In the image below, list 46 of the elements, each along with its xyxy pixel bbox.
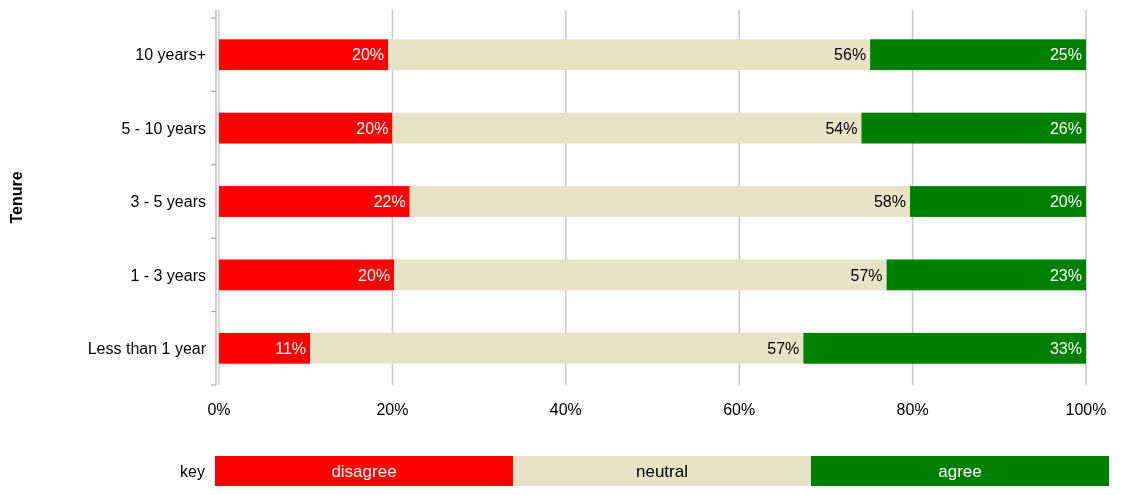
data-label: 20% bbox=[1049, 193, 1082, 211]
data-label: 54% bbox=[825, 119, 858, 137]
x-tick-label: 60% bbox=[723, 401, 756, 418]
bar bbox=[409, 186, 910, 217]
y-tick-label: 10 years+ bbox=[135, 46, 206, 64]
bar bbox=[310, 332, 804, 364]
y-tick-label: 1 - 3 years bbox=[130, 266, 206, 284]
data-label: 22% bbox=[373, 193, 406, 211]
data-label: 33% bbox=[1049, 339, 1082, 357]
bar bbox=[886, 259, 1086, 291]
text: neutral bbox=[636, 461, 688, 481]
y-tick-label: 5 - 10 years bbox=[121, 119, 206, 137]
data-label: 57% bbox=[850, 266, 883, 284]
bar bbox=[392, 112, 862, 144]
data-label: 56% bbox=[834, 46, 867, 64]
x-tick-label: 0% bbox=[207, 401, 231, 418]
x-tick-label: 20% bbox=[376, 401, 409, 418]
bar bbox=[910, 186, 1086, 217]
y-tick-label: 3 - 5 years bbox=[130, 193, 206, 211]
data-label: 20% bbox=[352, 46, 385, 64]
data-label: 58% bbox=[873, 193, 906, 211]
data-label: 25% bbox=[1049, 46, 1082, 64]
bar bbox=[394, 259, 887, 291]
x-tick-label: 100% bbox=[1065, 401, 1107, 418]
y-tick-label: Less than 1 year bbox=[87, 339, 207, 357]
y-axis-title: Tenure bbox=[8, 171, 25, 224]
data-label: 20% bbox=[358, 266, 391, 284]
text: agree bbox=[938, 461, 982, 481]
bar bbox=[219, 332, 311, 364]
bar bbox=[803, 332, 1086, 364]
data-label: 11% bbox=[275, 339, 307, 357]
bar bbox=[219, 112, 393, 144]
data-label: 26% bbox=[1049, 119, 1082, 137]
bar bbox=[219, 259, 395, 291]
bar bbox=[219, 39, 389, 71]
data-label: 57% bbox=[767, 339, 800, 357]
data-label: 23% bbox=[1049, 266, 1082, 284]
legend-title: key bbox=[180, 462, 205, 480]
data-label: 20% bbox=[356, 119, 389, 137]
text: disagree bbox=[331, 461, 397, 481]
bar bbox=[861, 112, 1086, 144]
bar bbox=[219, 186, 410, 217]
bar bbox=[388, 39, 871, 71]
bar bbox=[870, 39, 1086, 71]
x-tick-label: 80% bbox=[896, 401, 929, 418]
x-tick-label: 40% bbox=[549, 401, 582, 418]
